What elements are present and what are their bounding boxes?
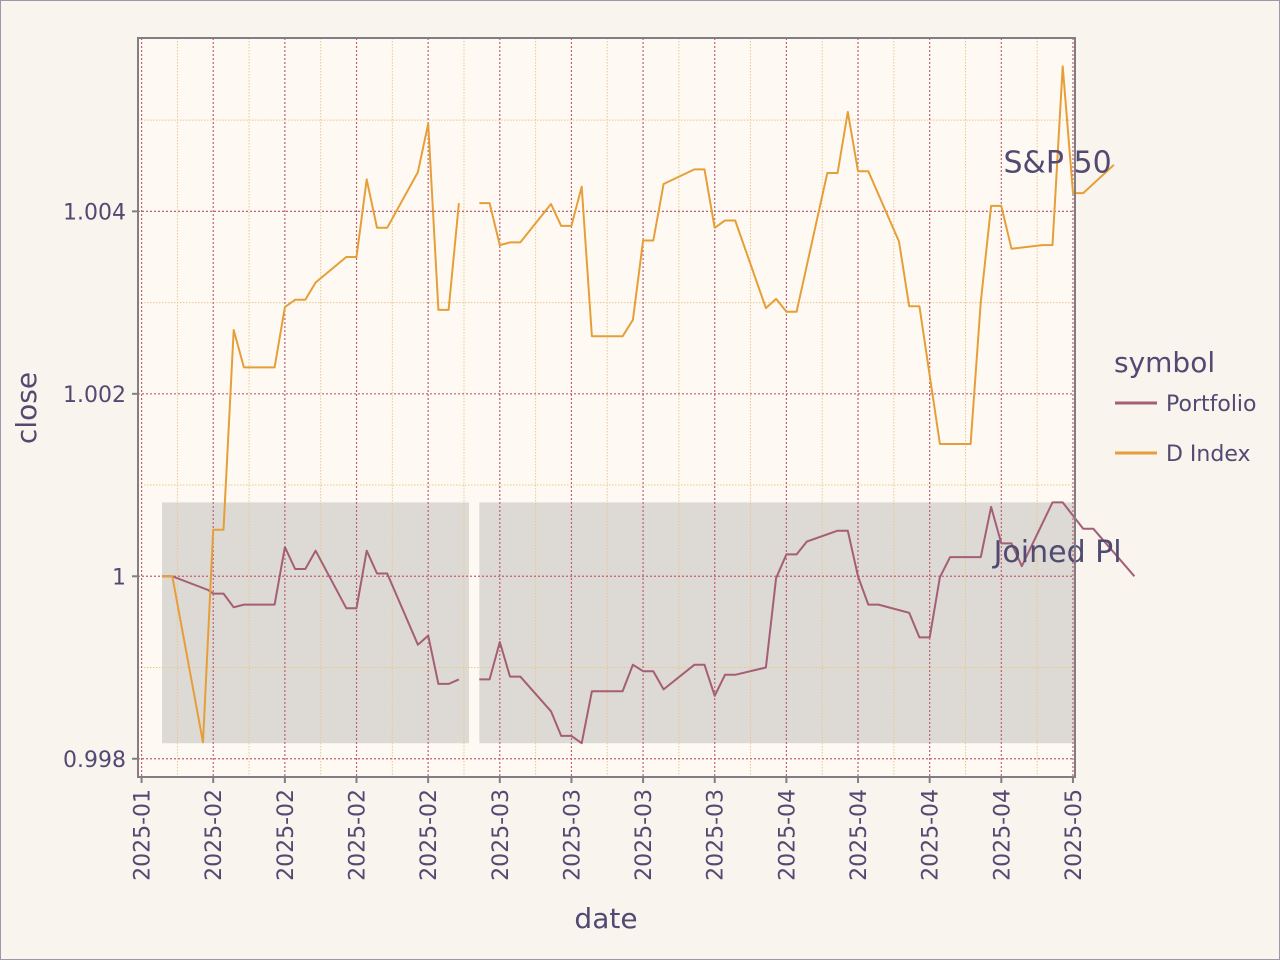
y-tick-label: 0.998 <box>63 748 126 773</box>
legend-label-portfolio: Portfolio <box>1166 392 1257 417</box>
x-tick-label: 2025-05 <box>1062 789 1087 881</box>
legend: symbol Portfolio D Index <box>1114 346 1257 467</box>
x-tick-label: 2025-03 <box>704 789 729 881</box>
x-tick-label: 2025-03 <box>560 789 585 881</box>
x-tick-label: 2025-04 <box>775 789 800 881</box>
y-tick-label: 1 <box>112 565 126 590</box>
y-tick-label: 1.004 <box>63 200 126 225</box>
x-axis: 2025-01 2025-02 2025-02 2025-02 2025-02 2025-… <box>131 777 1087 881</box>
x-tick-label: 2025-02 <box>346 789 371 881</box>
y-tick-label: 1.002 <box>63 383 126 408</box>
x-tick-label: 2025-02 <box>274 789 299 881</box>
x-tick-label: 2025-03 <box>489 789 514 881</box>
x-tick-label: 2025-04 <box>919 789 944 881</box>
x-axis-title: date <box>574 902 637 935</box>
y-axis: 0.998 1 1.002 1.004 <box>63 200 138 772</box>
x-tick-label: 2025-02 <box>202 789 227 881</box>
x-tick-label: 2025-01 <box>131 789 156 881</box>
annotation-1: S&P 50 <box>1003 145 1111 180</box>
x-tick-label: 2025-04 <box>990 789 1015 881</box>
shaded-regions <box>162 502 1075 743</box>
legend-label-d-index: D Index <box>1166 442 1251 467</box>
annotation-2: Joined Pl <box>992 535 1122 570</box>
x-tick-label: 2025-02 <box>417 789 442 881</box>
legend-title: symbol <box>1114 346 1215 379</box>
y-axis-title: close <box>10 372 43 444</box>
x-tick-label: 2025-03 <box>632 789 657 881</box>
x-tick-label: 2025-04 <box>847 789 872 881</box>
shaded-region-2 <box>479 502 1075 743</box>
